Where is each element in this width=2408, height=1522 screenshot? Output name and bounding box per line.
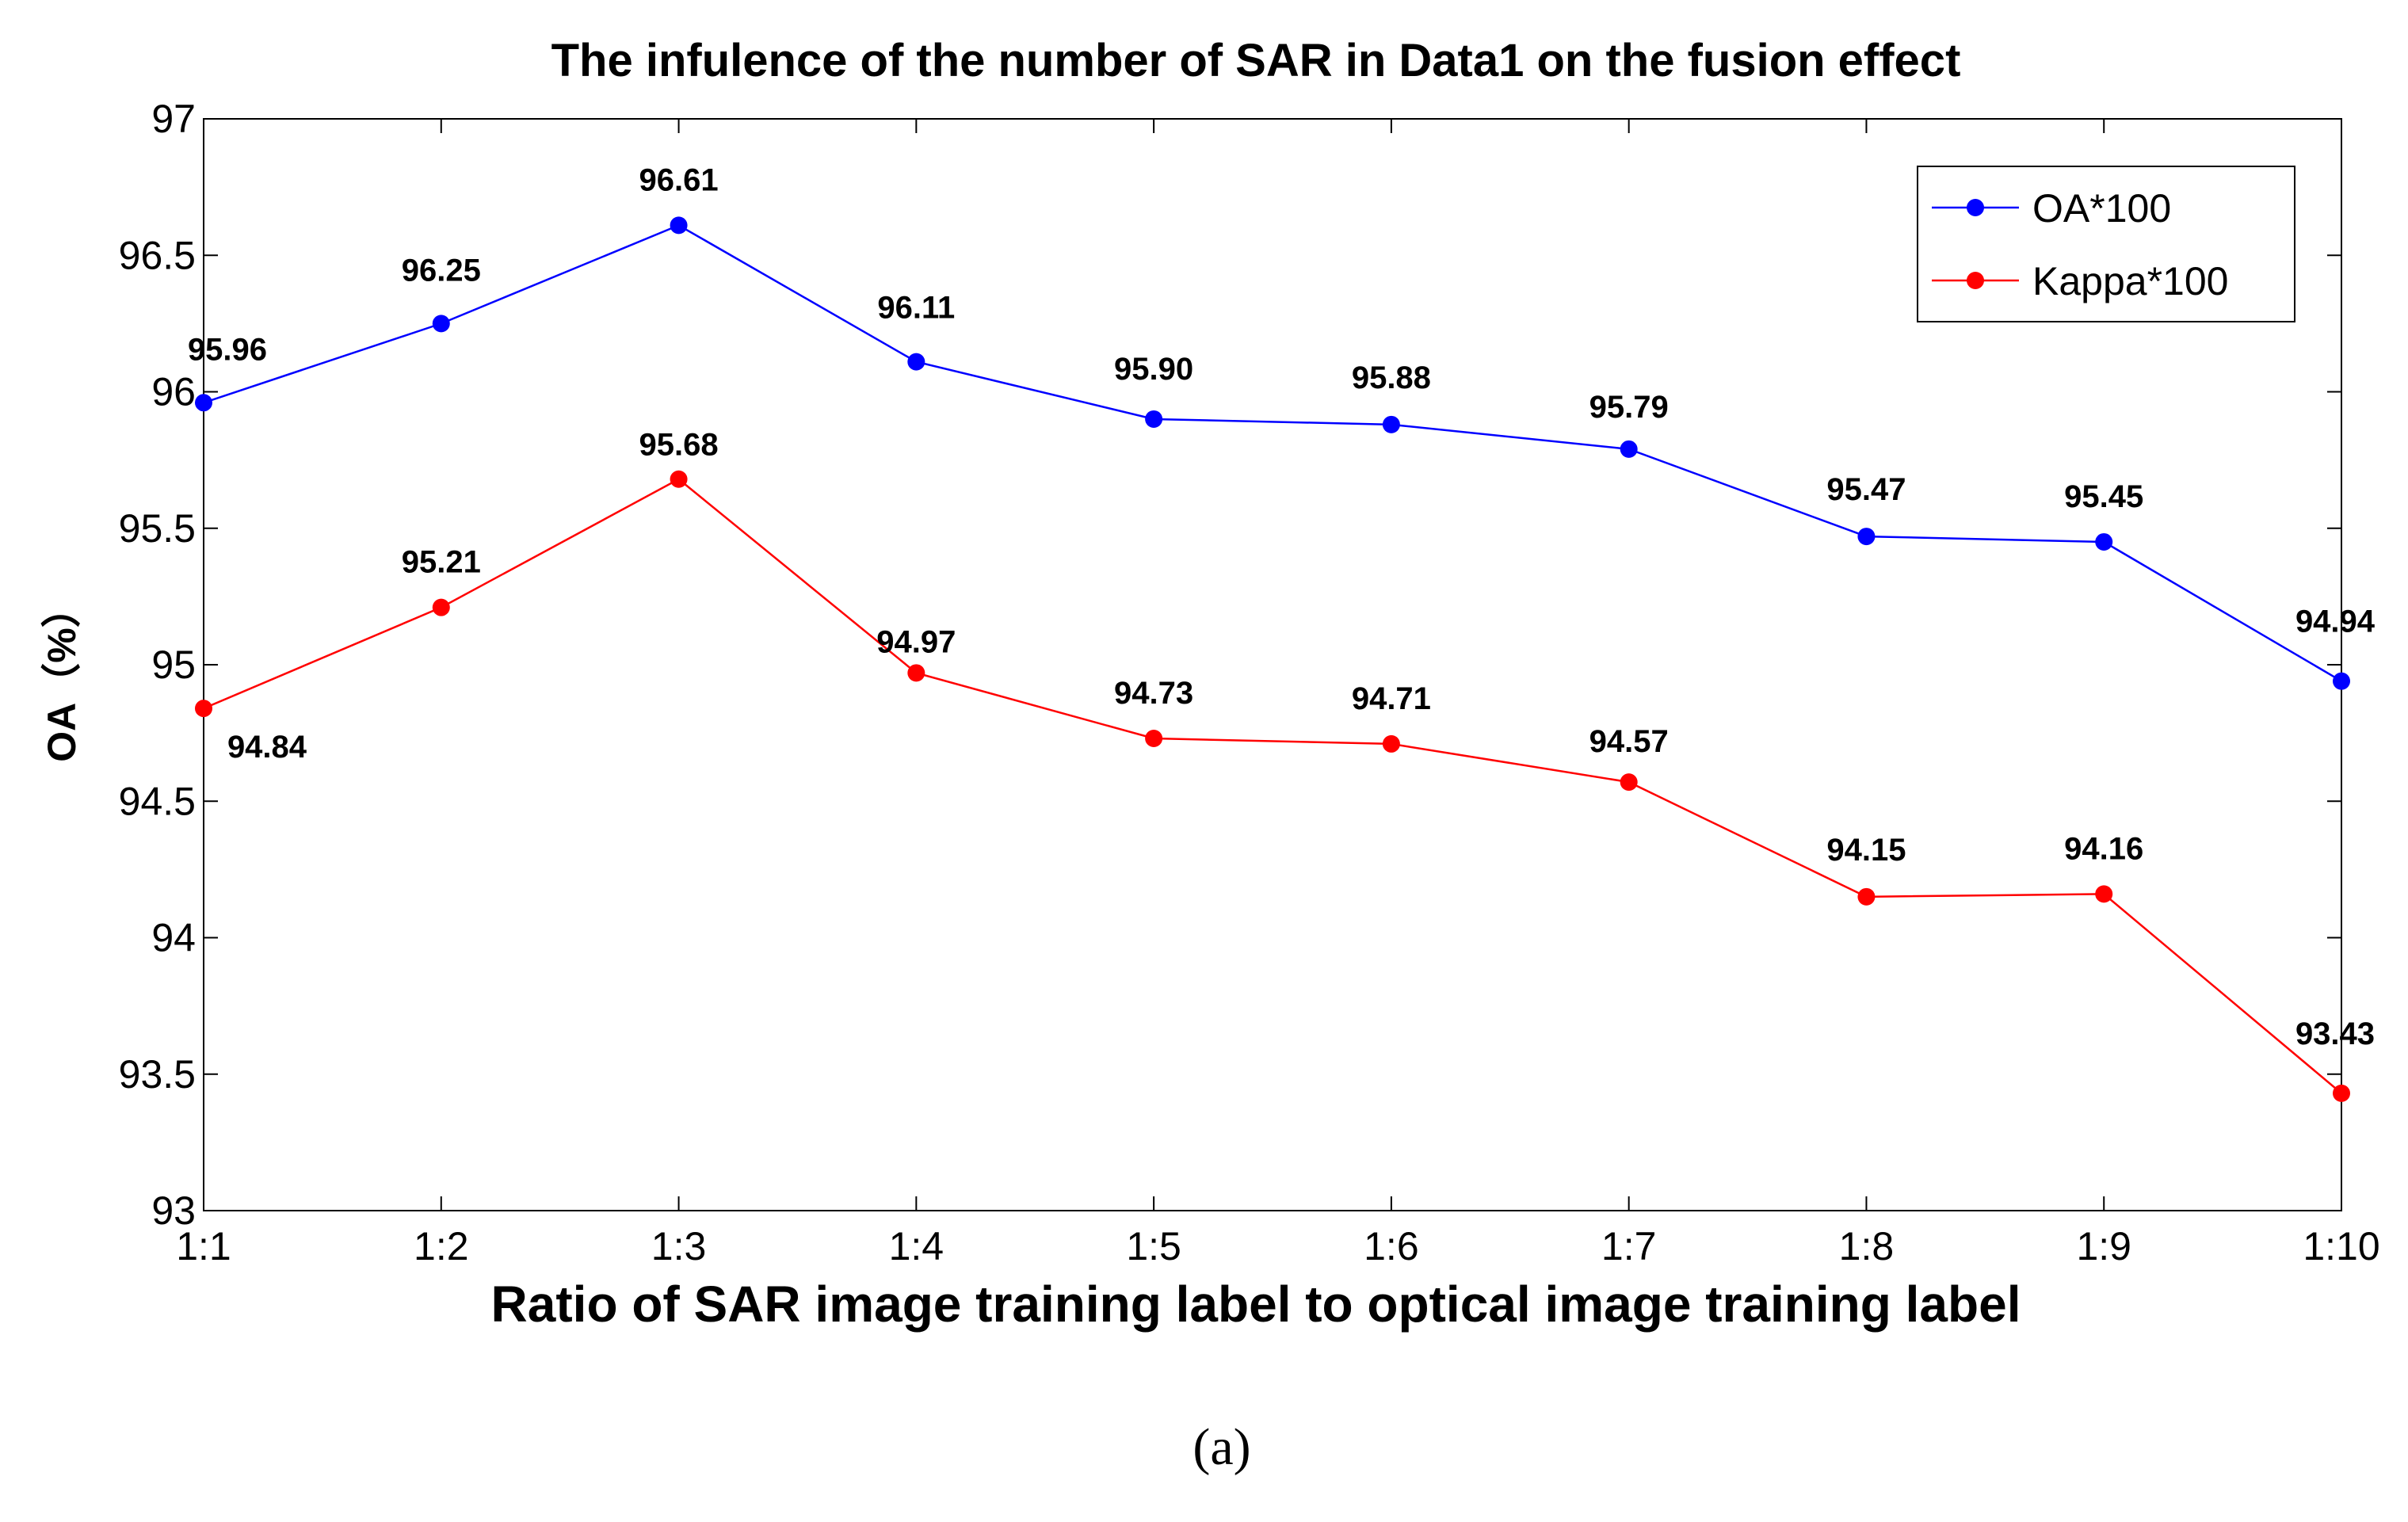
data-point xyxy=(907,664,925,682)
data-point xyxy=(1382,734,1400,753)
data-point xyxy=(1145,730,1163,748)
legend-label: Kappa*100 xyxy=(2032,259,2228,303)
x-tick-label: 1:1 xyxy=(176,1224,231,1268)
legend-swatch-marker xyxy=(1967,272,1984,289)
data-point xyxy=(1620,773,1638,792)
series-lines xyxy=(195,216,2350,1102)
x-tick-label: 1:4 xyxy=(889,1224,945,1268)
data-label: 94.57 xyxy=(1589,724,1669,759)
x-tick-label: 1:6 xyxy=(1364,1224,1419,1268)
y-tick-label: 96 xyxy=(151,370,196,414)
y-tick-label: 95.5 xyxy=(119,506,196,551)
data-point xyxy=(2095,532,2113,551)
data-labels: 95.96 96.25 96.61 96.11 95.90 95.88 95.79 95.47… xyxy=(188,162,2376,1051)
y-tick-label: 94 xyxy=(151,916,196,960)
data-point xyxy=(907,353,925,371)
figure-caption: (a) xyxy=(1193,1418,1250,1476)
series-line-oa xyxy=(203,223,2342,682)
data-label: 94.94 xyxy=(2295,605,2376,639)
data-label: 95.96 xyxy=(188,332,267,367)
data-point xyxy=(2333,1084,2350,1102)
data-label: 96.11 xyxy=(877,291,955,326)
y-axis-label: OA（%） xyxy=(40,588,84,761)
data-label: 94.16 xyxy=(2064,831,2143,866)
data-point xyxy=(195,394,212,412)
y-tick-label: 96.5 xyxy=(119,233,196,277)
x-tick-label: 1:10 xyxy=(2303,1224,2379,1268)
data-label: 94.84 xyxy=(227,730,307,765)
data-point xyxy=(195,700,212,718)
legend-box xyxy=(1917,166,2295,322)
y-tick-label: 97 xyxy=(151,97,196,141)
legend-label: OA*100 xyxy=(2032,186,2171,231)
y-tick-label: 93.5 xyxy=(119,1052,196,1097)
y-tick-label: 93 xyxy=(151,1188,196,1233)
data-point xyxy=(1620,440,1638,458)
data-label: 94.73 xyxy=(1114,676,1193,711)
data-point xyxy=(432,315,450,333)
x-tick-label: 1:9 xyxy=(2076,1224,2131,1268)
data-label: 96.25 xyxy=(402,253,481,288)
data-point xyxy=(670,470,688,488)
data-label: 95.21 xyxy=(402,545,481,580)
x-tick-label: 1:3 xyxy=(651,1224,707,1268)
series-line-kappa xyxy=(203,478,2342,1094)
data-label: 94.71 xyxy=(1352,681,1431,716)
x-tick-label: 1:8 xyxy=(1839,1224,1895,1268)
data-point xyxy=(1145,410,1163,428)
legend-swatch-marker xyxy=(1967,199,1984,216)
x-axis-label: Ratio of SAR image training label to opt… xyxy=(491,1276,2021,1333)
data-point xyxy=(2333,672,2350,690)
x-tick-label: 1:2 xyxy=(414,1224,469,1268)
data-label: 95.88 xyxy=(1352,360,1431,395)
y-tick-label: 94.5 xyxy=(119,779,196,823)
data-point xyxy=(2095,885,2113,903)
x-tick-label: 1:5 xyxy=(1126,1224,1181,1268)
axis-ticks: 93 93.5 94 94.5 95 95.5 96 96.5 97 1:1 1:2 1:3 1:4 1:… xyxy=(119,97,2380,1268)
data-point xyxy=(432,598,450,616)
legend: OA*100 Kappa*100 xyxy=(1917,166,2295,322)
data-label: 96.61 xyxy=(639,162,719,197)
x-tick-label: 1:7 xyxy=(1601,1224,1657,1268)
data-label: 95.68 xyxy=(639,428,719,463)
data-point xyxy=(1857,528,1876,546)
data-point xyxy=(1382,415,1400,433)
y-tick-label: 95 xyxy=(151,643,196,687)
chart-title: The infulence of the number of SAR in Da… xyxy=(551,35,1961,86)
data-label: 95.47 xyxy=(1826,472,1906,507)
data-label: 95.45 xyxy=(2064,479,2143,514)
data-point xyxy=(670,216,688,235)
data-label: 95.90 xyxy=(1114,352,1193,387)
data-point xyxy=(1857,887,1876,906)
data-label: 94.15 xyxy=(1826,833,1906,868)
data-label: 93.43 xyxy=(2295,1017,2375,1051)
data-label: 95.79 xyxy=(1589,390,1669,425)
data-label: 94.97 xyxy=(876,624,956,659)
